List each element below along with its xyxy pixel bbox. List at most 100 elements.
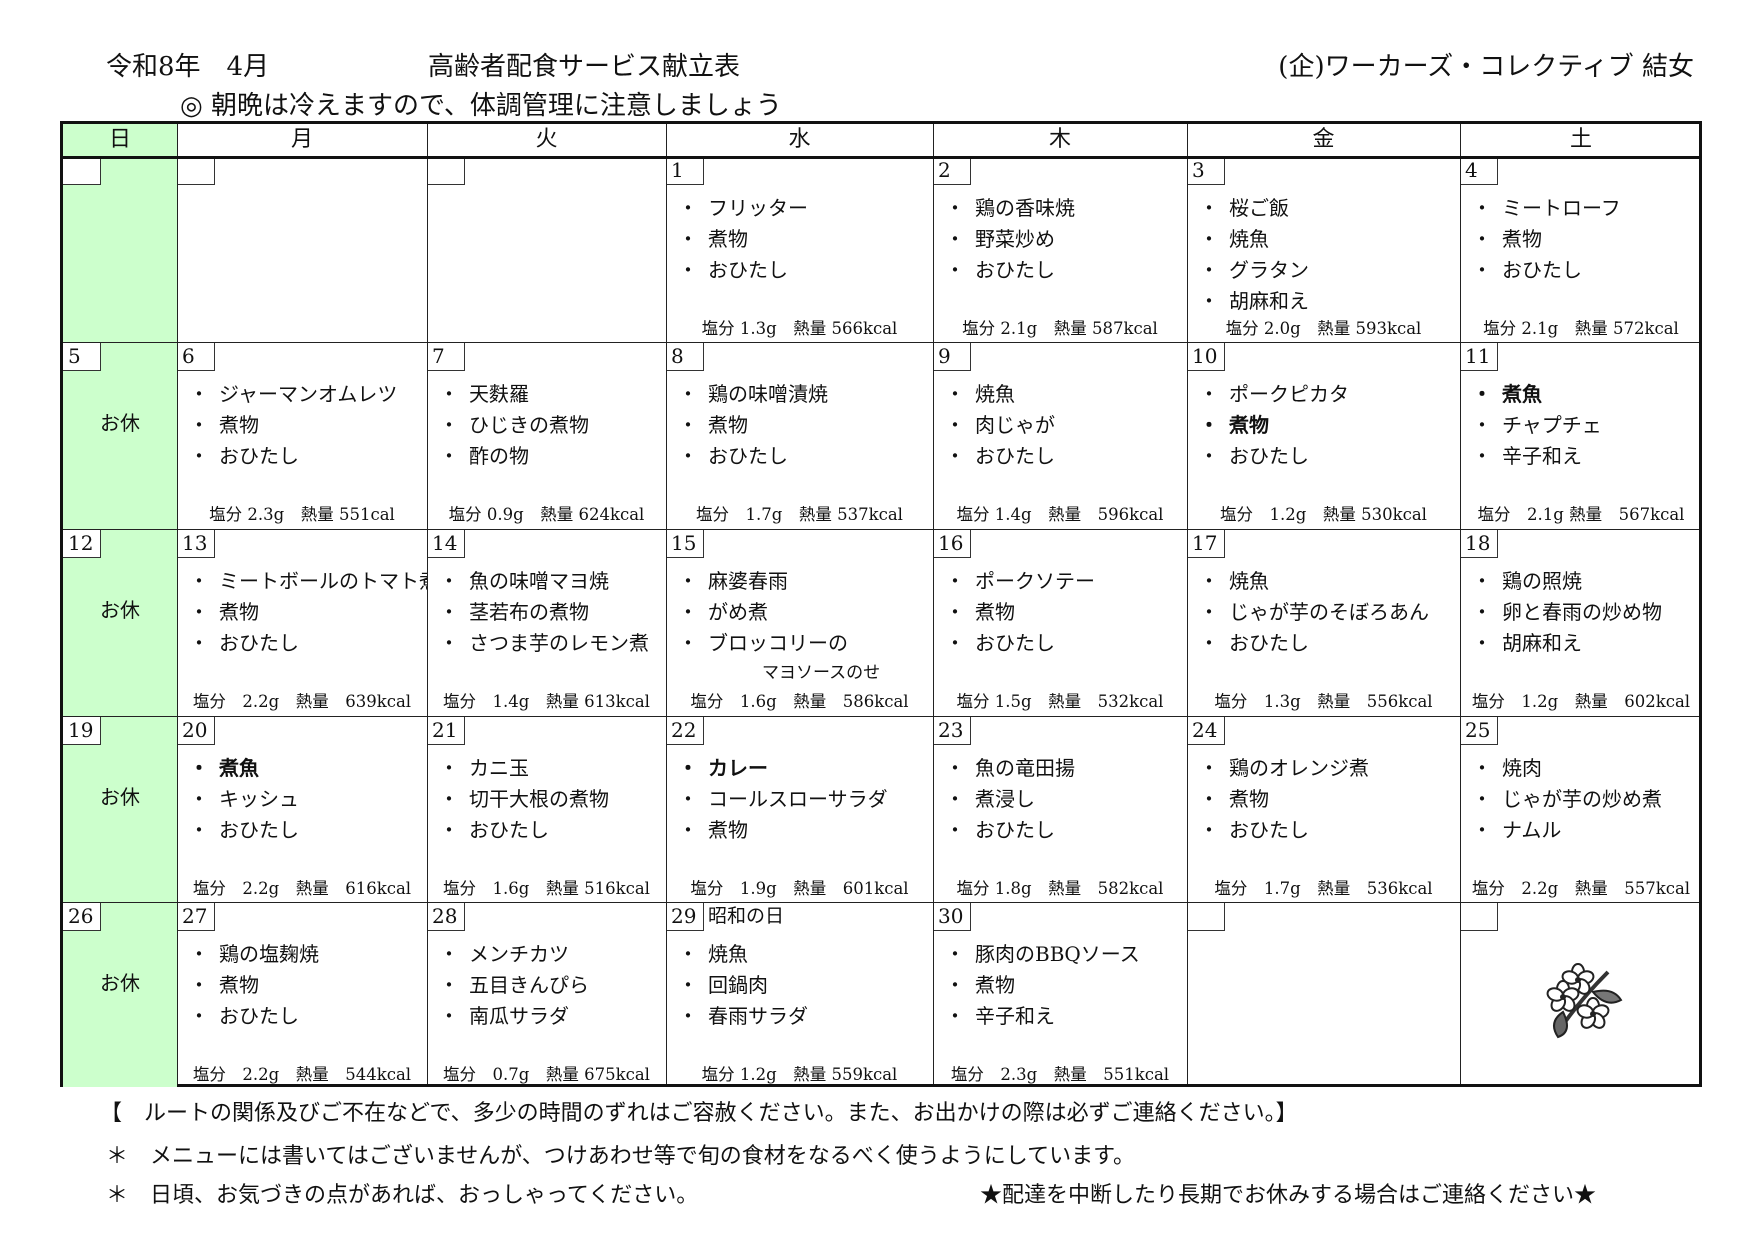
bullet-icon: ・	[678, 413, 698, 437]
day-number	[1187, 902, 1225, 931]
menu-item: ・切干大根の煮物	[439, 783, 609, 812]
menu-item: ・煮物	[1199, 783, 1269, 812]
menu-item: ・胡麻和え	[1199, 285, 1309, 314]
day-cell: 9 ・焼魚・肉じゃが・おひたし 塩分 1.4g 熱量 596kcal	[933, 342, 1187, 529]
bullet-icon: ・	[1472, 756, 1492, 780]
menu-item: ・おひたし	[189, 814, 299, 843]
menu-item: ・カレー	[678, 752, 768, 781]
column-divider	[177, 124, 178, 1084]
menu-item: ・鶏の照焼	[1472, 565, 1582, 594]
row-divider	[63, 156, 1699, 159]
day-cell: 7 ・天麩羅・ひじきの煮物・酢の物 塩分 0.9g 熱量 624kcal	[427, 342, 666, 529]
menu-item: ・おひたし	[1199, 814, 1309, 843]
menu-item: ・コールスローサラダ	[678, 783, 888, 812]
bullet-icon: ・	[1199, 289, 1219, 313]
bullet-icon: ・	[439, 600, 459, 624]
bullet-icon: ・	[189, 569, 209, 593]
page-title: 高齢者配食サービス献立表	[428, 52, 741, 82]
day-number: 23	[933, 716, 971, 745]
menu-item-text: 煮浸し	[975, 787, 1035, 811]
menu-item-text: ブロッコリーの	[708, 631, 848, 655]
footer-note-2: ＊ メニューには書いてはございませんが、つけあわせ等で旬の食材をなるべく使うよう…	[106, 1144, 1135, 1169]
bullet-icon: ・	[1199, 413, 1219, 437]
weekday-header: 火	[535, 127, 558, 152]
column-divider	[1460, 124, 1461, 1084]
menu-item-text: おひたし	[1502, 258, 1582, 282]
menu-item-text: 胡麻和え	[1502, 631, 1582, 655]
menu-item: ・おひたし	[189, 627, 299, 656]
nutrition-info: 塩分 2.2g 熱量 616kcal	[192, 879, 412, 898]
menu-item-text: 肉じゃが	[975, 413, 1055, 437]
menu-item: ・焼魚	[1199, 223, 1269, 252]
weekday-header: 木	[1048, 127, 1071, 152]
menu-item-text: 辛子和え	[1502, 444, 1582, 468]
bullet-icon: ・	[1472, 818, 1492, 842]
menu-item-text: がめ煮	[708, 600, 768, 624]
bullet-icon: ・	[678, 631, 698, 655]
menu-item: ・がめ煮	[678, 596, 768, 625]
menu-item-text: おひたし	[975, 818, 1055, 842]
nutrition-info: 塩分 2.0g 熱量 593kcal	[1225, 319, 1422, 338]
column-divider	[933, 124, 934, 1084]
nutrition-info: 塩分 1.2g 熱量 559kcal	[701, 1065, 898, 1084]
menu-item-text: フリッター	[708, 196, 808, 220]
menu-item: ・煮魚	[189, 752, 259, 781]
menu-item: ・卵と春雨の炒め物	[1472, 596, 1662, 625]
bullet-icon: ・	[189, 818, 209, 842]
bullet-icon: ・	[1199, 227, 1219, 251]
menu-item: ・鶏のオレンジ煮	[1199, 752, 1369, 781]
menu-item-text: じゃが芋の炒め煮	[1502, 787, 1662, 811]
nutrition-info: 塩分 1.9g 熱量 601kcal	[690, 879, 909, 898]
bullet-icon: ・	[945, 569, 965, 593]
menu-item: ・キッシュ	[189, 783, 299, 812]
menu-item: ・茎若布の煮物	[439, 596, 589, 625]
menu-item: ・鶏の塩麹焼	[189, 938, 319, 967]
bullet-icon: ・	[1199, 569, 1219, 593]
day-cell: 8 ・鶏の味噌漬焼・煮物・おひたし 塩分 1.7g 熱量 537kcal	[666, 342, 933, 529]
menu-item-text: 焼魚	[708, 942, 748, 966]
menu-item-text: 焼魚	[1229, 569, 1269, 593]
bullet-icon: ・	[189, 413, 209, 437]
menu-item: ・五目きんぴら	[439, 969, 589, 998]
bullet-icon: ・	[678, 1004, 698, 1028]
menu-item-text: ポークソテー	[975, 569, 1095, 593]
menu-item-text: チャプチェ	[1502, 413, 1602, 437]
menu-item: ・じゃが芋のそぼろあん	[1199, 596, 1429, 625]
menu-item-text: 煮物	[219, 413, 259, 437]
menu-item-text: ミートローフ	[1502, 196, 1621, 220]
menu-item-text: おひたし	[1229, 631, 1309, 655]
menu-item-text: 野菜炒め	[975, 227, 1055, 251]
footer-note-4: ★配達を中断したり長期でお休みする場合はご連絡ください★	[980, 1183, 1597, 1208]
menu-item: ・豚肉のBBQソース	[945, 938, 1140, 967]
menu-item-text: ミートボールのトマト煮	[219, 569, 427, 593]
menu-item: ・おひたし	[439, 814, 549, 843]
bullet-icon: ・	[945, 227, 965, 251]
bullet-icon: ・	[439, 631, 459, 655]
menu-item-text: 鶏のオレンジ煮	[1229, 756, 1369, 780]
day-cell: 27 ・鶏の塩麹焼・煮物・おひたし 塩分 2.2g 熱量 544kcal	[177, 902, 427, 1087]
menu-item: マヨソースのせ	[762, 658, 880, 683]
bullet-icon: ・	[189, 631, 209, 655]
bullet-icon: ・	[1199, 196, 1219, 220]
bullet-icon: ・	[945, 1004, 965, 1028]
bullet-icon: ・	[189, 973, 209, 997]
menu-item-text: マヨソースのせ	[762, 663, 881, 683]
bullet-icon: ・	[678, 258, 698, 282]
bullet-icon: ・	[1472, 227, 1492, 251]
day-cell: 3 ・桜ご飯・焼魚・グラタン・胡麻和え 塩分 2.0g 熱量 593kcal	[1187, 156, 1460, 342]
day-cell	[427, 156, 666, 342]
day-cell: 12 お休	[63, 529, 177, 716]
day-cell: 6 ・ジャーマンオムレツ・煮物・おひたし 塩分 2.3g 熱量 551cal	[177, 342, 427, 529]
bullet-icon: ・	[1199, 600, 1219, 624]
nutrition-info: 塩分 2.2g 熱量 557kcal	[1471, 879, 1691, 898]
closed-label: お休	[100, 411, 140, 435]
menu-item-text: 魚の味噌マヨ焼	[469, 569, 609, 593]
weekday-header: 土	[1569, 127, 1592, 152]
nutrition-info: 塩分 2.2g 熱量 639kcal	[192, 692, 412, 711]
menu-item-text: 煮物	[1229, 413, 1269, 437]
bullet-icon: ・	[189, 756, 209, 780]
menu-item: ・グラタン	[1199, 254, 1309, 283]
menu-item: ・おひたし	[945, 440, 1055, 469]
menu-item-text: 春雨サラダ	[708, 1004, 808, 1028]
menu-item: ・煮物	[1199, 409, 1269, 438]
